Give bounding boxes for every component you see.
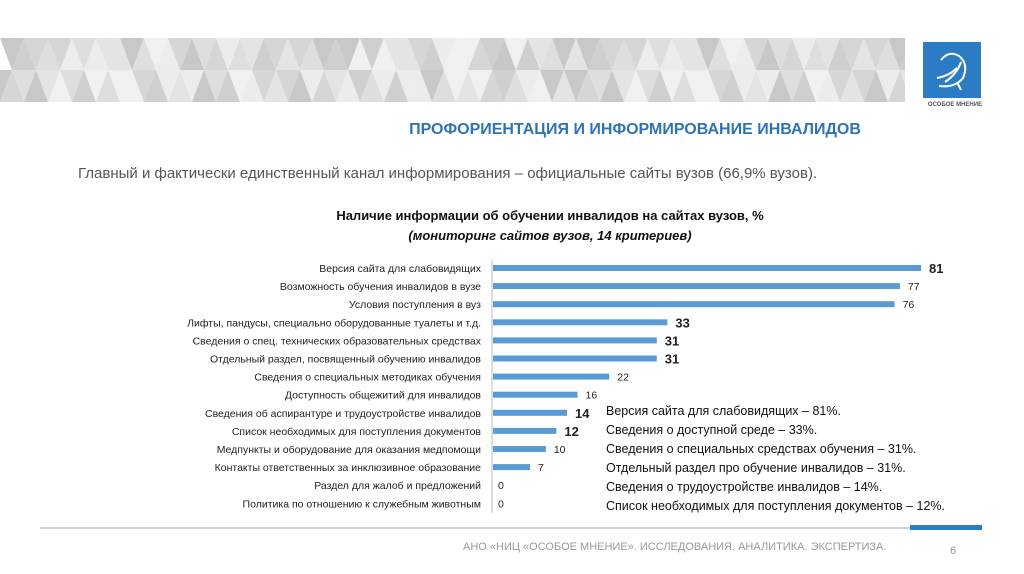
bar <box>493 464 530 471</box>
data-label: 76 <box>903 299 915 311</box>
bar <box>493 337 657 344</box>
page-number: 6 <box>950 545 957 557</box>
category-label: Лифты, пандусы, специально оборудованные… <box>187 317 481 329</box>
data-label: 22 <box>617 372 629 384</box>
bar <box>493 319 668 326</box>
category-label: Медпункты и оборудование для оказания ме… <box>217 444 481 456</box>
slide-subtitle: Главный и фактически единственный канал … <box>78 165 818 182</box>
category-label: Сведения об аспирантуре и трудоустройств… <box>205 408 481 420</box>
note-item: Список необходимых для поступления докум… <box>606 499 946 513</box>
chart-title-sub: (мониторинг сайтов вузов, 14 критериев) <box>408 228 692 243</box>
bar <box>493 391 578 398</box>
bar <box>493 355 657 362</box>
footer-accent <box>910 525 982 530</box>
note-item: Отдельный раздел про обучение инвалидов … <box>606 461 906 475</box>
header-banner <box>0 38 905 102</box>
category-label: Сведения о спец. технических образовател… <box>193 335 482 347</box>
footer-text: АНО «НИЦ «ОСОБОЕ МНЕНИЕ». ИССЛЕДОВАНИЯ. … <box>463 541 887 553</box>
category-label: Отдельный раздел, посвященный обучению и… <box>210 354 481 366</box>
data-label: 77 <box>908 281 920 293</box>
data-label: 0 <box>498 480 504 492</box>
data-label: 31 <box>665 352 679 367</box>
bar <box>493 301 895 308</box>
category-label: Контакты ответственных за инклюзивное об… <box>215 462 482 474</box>
note-item: Сведения о специальных средствах обучени… <box>606 442 917 456</box>
category-label: Возможность обучения инвалидов в вузе <box>280 281 481 293</box>
notes-list: Версия сайта для слабовидящих – 81%. Свед… <box>606 402 945 516</box>
chart-title: Наличие информации об обучении инвалидов… <box>250 206 850 246</box>
logo-text: ОСОБОЕ МНЕНИЕ <box>927 102 983 108</box>
data-label: 33 <box>675 315 689 330</box>
note-item: Сведения о трудоустройстве инвалидов – 1… <box>606 480 883 494</box>
category-label: Условия поступления в вуз <box>349 299 481 311</box>
data-label: 81 <box>929 261 943 276</box>
category-label: Доступность общежитий для инвалидов <box>285 390 481 402</box>
category-label: Сведения о специальных методиках обучени… <box>254 372 481 384</box>
category-label: Версия сайта для слабовидящих <box>319 263 481 275</box>
slide-title: ПРОФОРИЕНТАЦИЯ И ИНФОРМИРОВАНИЕ ИНВАЛИДО… <box>409 121 861 138</box>
bird-icon <box>936 52 967 91</box>
data-label: 7 <box>538 462 544 474</box>
data-label: 16 <box>586 390 598 402</box>
data-label: 31 <box>665 333 679 348</box>
bar <box>493 446 546 452</box>
chart-title-main: Наличие информации об обучении инвалидов… <box>336 208 764 223</box>
bar <box>493 373 610 380</box>
bar <box>493 283 900 290</box>
note-item: Версия сайта для слабовидящих – 81%. <box>606 404 841 418</box>
data-label: 12 <box>564 424 578 439</box>
logo <box>923 42 981 98</box>
data-label: 0 <box>498 498 504 510</box>
data-label: 14 <box>575 406 590 421</box>
data-label: 10 <box>554 444 566 456</box>
category-label: Политика по отношению к служебным животн… <box>243 498 481 510</box>
footer-divider <box>40 527 910 529</box>
bar <box>493 409 567 416</box>
bar <box>493 427 557 434</box>
bar <box>493 265 921 271</box>
category-label: Список необходимых для поступления докум… <box>232 426 482 438</box>
note-item: Сведения о доступной среде – 33%. <box>606 423 818 437</box>
category-label: Раздел для жалоб и предложений <box>314 480 481 492</box>
